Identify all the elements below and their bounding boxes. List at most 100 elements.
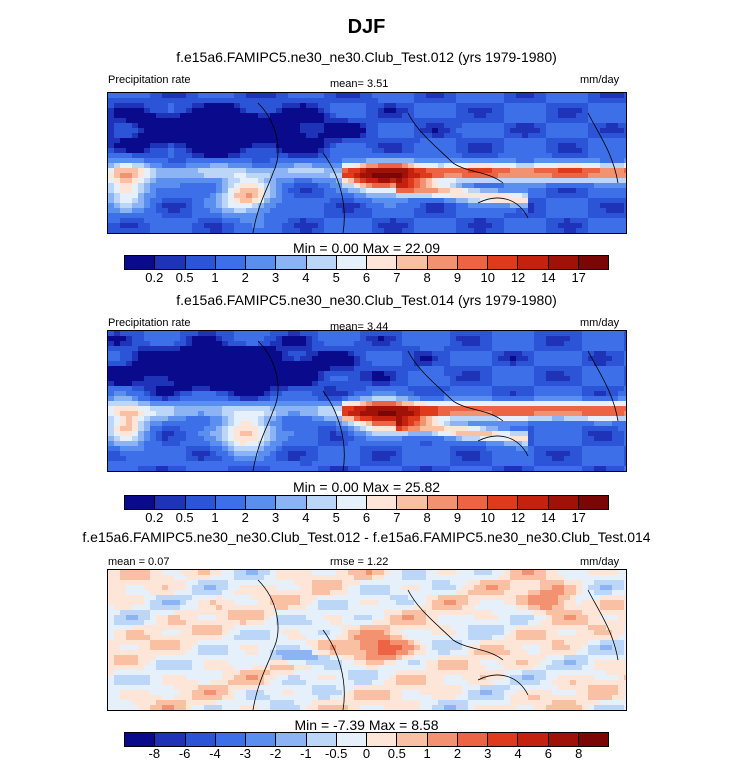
colorbar-3-tick-label: -8 <box>148 746 161 761</box>
colorbar-1-tick-label: 12 <box>510 270 526 285</box>
colorbar-2-tick-label: 14 <box>541 510 556 525</box>
colorbar-3-tick-label: -0.5 <box>324 746 348 761</box>
colorbar-2-tick-label: 1 <box>211 510 219 525</box>
colorbar-2-swatch <box>548 496 579 509</box>
colorbar-2-tick-label: 0.5 <box>175 510 194 525</box>
colorbar-1-tick-label: 5 <box>332 270 340 285</box>
colorbar-2-tick-label: 6 <box>362 510 371 525</box>
colorbar-2-swatch <box>306 496 337 509</box>
colorbar-3-tick-label: 2 <box>453 746 462 761</box>
colorbar-2-tick-label: 7 <box>393 510 401 525</box>
colorbar-3-swatch <box>125 733 156 746</box>
colorbar-1-swatch <box>457 256 488 269</box>
colorbar-1-tick-label: 10 <box>480 270 495 285</box>
colorbar-2-ticks: 0.2 0.5 1 2 3 4 5 6 7 8 9 10 12 14 17 <box>124 510 609 526</box>
panel-3-rmse: rmse = 1.22 <box>330 556 389 568</box>
colorbar-2-tick-label: 17 <box>571 510 586 525</box>
colorbar-2-tick-label: 4 <box>302 510 310 525</box>
panel-2-units: mm/day <box>580 317 620 329</box>
colorbar-3-tick-label: 0.5 <box>387 746 406 761</box>
colorbar-3 <box>124 732 609 747</box>
colorbar-3-swatch <box>578 733 608 746</box>
colorbar-1-tick-label: 6 <box>362 270 371 285</box>
colorbar-2-swatch <box>457 496 488 509</box>
colorbar-3-swatch <box>246 733 277 746</box>
colorbar-3-swatch <box>488 733 519 746</box>
panel-3-minmax: Min = -7.39 Max = 8.58 <box>294 717 439 733</box>
colorbar-3-tick-label: 1 <box>423 746 431 761</box>
colorbar-3-tick-label: 0 <box>362 746 371 761</box>
panel-1-units: mm/day <box>580 74 620 86</box>
colorbar-3-swatch <box>276 733 307 746</box>
colorbar-1-tick-label: 0.2 <box>145 270 164 285</box>
colorbar-1-tick-label: 7 <box>393 270 401 285</box>
colorbar-2-swatch <box>367 496 398 509</box>
colorbar-3-swatch <box>336 733 367 746</box>
colorbar-3-swatch <box>397 733 428 746</box>
colorbar-2-swatch <box>336 496 367 509</box>
colorbar-1-swatch <box>246 256 277 269</box>
precip-map-012-field <box>108 93 626 233</box>
panel-2-minmax: Min = 0.00 Max = 25.82 <box>292 479 441 495</box>
colorbar-2-tick-label: 0.2 <box>145 510 164 525</box>
panel-1-title: f.e15a6.FAMIPC5.ne30_ne30.Club_Test.012 … <box>176 49 557 65</box>
colorbar-1-tick-label: 8 <box>423 270 431 285</box>
colorbar-2-swatch <box>488 496 519 509</box>
colorbar-2-tick-label: 5 <box>332 510 340 525</box>
colorbar-3-tick-label: -1 <box>300 746 312 761</box>
panel-3-units: mm/day <box>580 556 620 568</box>
colorbar-3-tick-label: -4 <box>209 746 221 761</box>
colorbar-2-swatch <box>185 496 216 509</box>
colorbar-1-swatch <box>155 256 186 269</box>
colorbar-1-swatch <box>306 256 337 269</box>
colorbar-1-tick-label: 0.5 <box>175 270 194 285</box>
colorbar-1-tick-label: 1 <box>211 270 219 285</box>
colorbar-3-swatch <box>367 733 398 746</box>
colorbar-3-tick-label: -3 <box>239 746 252 761</box>
colorbar-1-swatch <box>215 256 246 269</box>
colorbar-2-tick-label: 10 <box>480 510 495 525</box>
colorbar-3-tick-label: -6 <box>178 746 191 761</box>
colorbar-1-swatch <box>427 256 458 269</box>
colorbar-2-swatch <box>125 496 156 509</box>
difference-map <box>107 569 627 711</box>
colorbar-2-swatch <box>518 496 549 509</box>
colorbar-1-swatch <box>397 256 428 269</box>
panel-1-left-label: Precipitation rate <box>108 74 191 86</box>
panel-2-title: f.e15a6.FAMIPC5.ne30_ne30.Club_Test.014 … <box>176 292 557 308</box>
colorbar-1-swatch <box>578 256 608 269</box>
colorbar-1-tick-label: 2 <box>241 270 249 285</box>
colorbar-2-swatch <box>276 496 307 509</box>
difference-map-field <box>108 570 626 710</box>
colorbar-1-swatch <box>185 256 216 269</box>
colorbar-1-swatch <box>488 256 519 269</box>
colorbar-3-swatch <box>427 733 458 746</box>
colorbar-1-swatch <box>125 256 156 269</box>
colorbar-2-tick-label: 9 <box>453 510 462 525</box>
colorbar-1-tick-label: 4 <box>302 270 310 285</box>
panel-3-mean: mean = 0.07 <box>108 556 170 568</box>
colorbar-1-tick-label: 3 <box>271 270 280 285</box>
colorbar-2-tick-label: 12 <box>510 510 526 525</box>
colorbar-3-swatch <box>548 733 579 746</box>
precip-map-014 <box>107 330 627 472</box>
colorbar-2-swatch <box>155 496 186 509</box>
colorbar-2-swatch <box>427 496 458 509</box>
precip-map-012 <box>107 92 627 234</box>
figure-title: DJF <box>347 16 386 38</box>
colorbar-2 <box>124 495 609 510</box>
colorbar-2-tick-label: 3 <box>271 510 280 525</box>
colorbar-3-swatch <box>185 733 216 746</box>
colorbar-2-swatch <box>578 496 608 509</box>
colorbar-3-tick-label: 8 <box>575 746 583 761</box>
colorbar-2-swatch <box>215 496 246 509</box>
colorbar-1-swatch <box>548 256 579 269</box>
colorbar-1-swatch <box>367 256 398 269</box>
colorbar-3-swatch <box>457 733 488 746</box>
colorbar-2-tick-label: 2 <box>241 510 249 525</box>
colorbar-3-tick-label: 4 <box>514 746 522 761</box>
panel-1-minmax: Min = 0.00 Max = 22.09 <box>292 240 441 256</box>
colorbar-3-tick-label: 6 <box>544 746 552 761</box>
colorbar-3-swatch <box>306 733 337 746</box>
colorbar-3-tick-label: 3 <box>484 746 492 761</box>
